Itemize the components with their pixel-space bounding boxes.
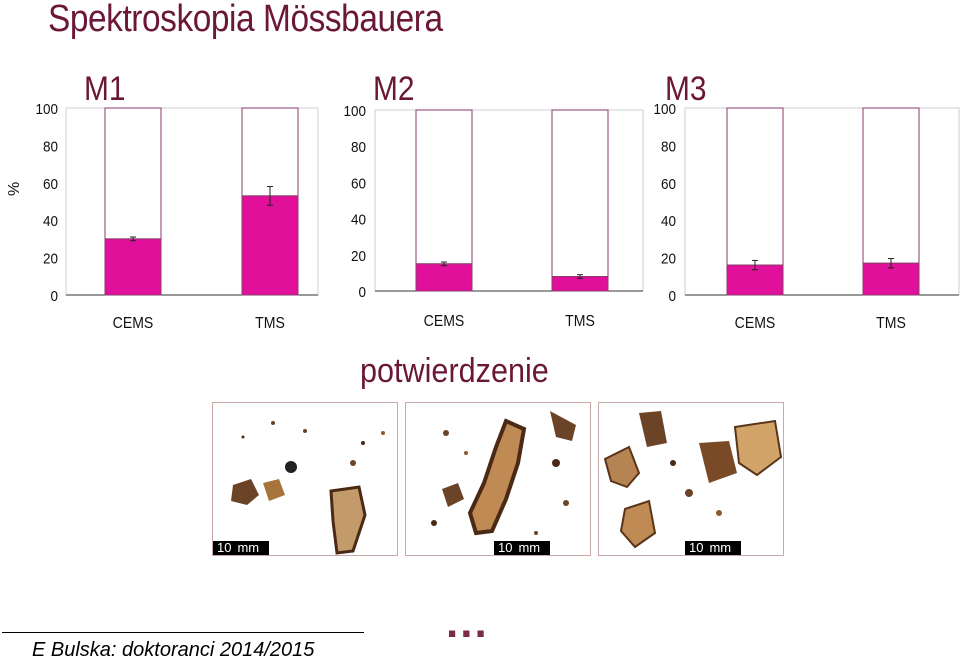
- bar-remainder: [241, 107, 299, 197]
- y-tick-label: 60: [43, 176, 58, 193]
- y-tick-label: 80: [43, 139, 58, 156]
- scale-bar: 10 mm: [685, 541, 742, 555]
- microscope-photo-2: 10 mm: [405, 402, 591, 556]
- bar: [415, 263, 473, 292]
- chart-title: M1: [84, 69, 126, 107]
- y-tick-label: 80: [661, 139, 676, 156]
- y-tick-label: 40: [661, 214, 676, 231]
- y-tick-label: 0: [358, 284, 366, 301]
- bar-remainder: [104, 107, 162, 240]
- ellipsis: ...: [446, 598, 489, 647]
- y-tick-label: 20: [351, 248, 366, 265]
- scale-bar: 10 mm: [494, 541, 551, 555]
- footer-text: E Bulska: doktoranci 2014/2015: [32, 639, 315, 661]
- y-tick-label: 0: [668, 288, 676, 305]
- page-title: Spektroskopia Mössbauera: [48, 0, 443, 40]
- y-tick-label: 60: [661, 176, 676, 193]
- chart-title: M3: [665, 69, 707, 107]
- microscope-photo-3: 10 mm: [598, 402, 784, 556]
- x-tick-label: TMS: [876, 314, 906, 332]
- chart-title: M2: [373, 69, 415, 107]
- y-tick-label: 80: [351, 140, 366, 157]
- footer-divider: [2, 632, 364, 633]
- bar-remainder: [862, 107, 920, 264]
- x-tick-label: TMS: [255, 314, 285, 332]
- y-tick-label: 0: [50, 288, 58, 305]
- y-tick-label: 100: [654, 101, 677, 118]
- sample-fragments-image: [231, 421, 385, 555]
- microscope-photo-1: 10 mm: [212, 402, 398, 556]
- bar: [104, 238, 162, 296]
- y-tick-label: 40: [43, 214, 58, 231]
- y-tick-label: 60: [351, 176, 366, 193]
- x-tick-label: CEMS: [424, 312, 465, 330]
- y-tick-label: 40: [351, 212, 366, 229]
- overlay-text: potwierdzenie: [360, 352, 549, 390]
- bar-remainder: [415, 109, 473, 265]
- bar-remainder: [726, 107, 784, 266]
- x-tick-label: CEMS: [735, 314, 776, 332]
- sample-fragments-image: [603, 411, 783, 549]
- y-tick-label: 20: [43, 251, 58, 268]
- x-tick-label: CEMS: [113, 314, 154, 332]
- sample-fragments-image: [431, 411, 576, 536]
- bar-remainder: [551, 109, 609, 278]
- bar: [241, 195, 299, 296]
- x-tick-label: TMS: [565, 312, 595, 330]
- bar: [862, 262, 920, 296]
- y-tick-label: 100: [344, 103, 367, 120]
- scale-bar: 10 mm: [213, 541, 270, 555]
- y-tick-label: 100: [36, 101, 59, 118]
- y-tick-label: 20: [661, 251, 676, 268]
